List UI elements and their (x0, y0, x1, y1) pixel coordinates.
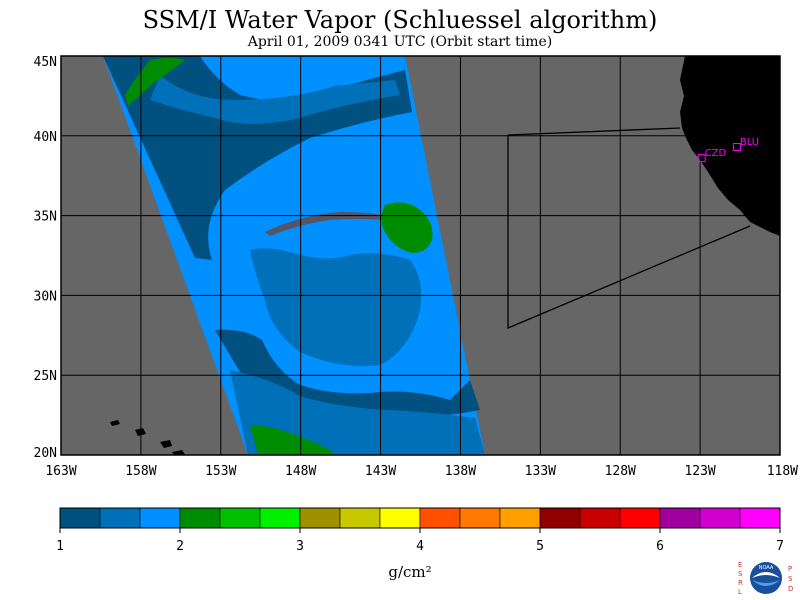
lon-label: 133W (525, 464, 556, 479)
station-label: BLU (740, 137, 759, 148)
boundary-line-north (507, 127, 681, 136)
lon-label: 118W (767, 464, 798, 479)
lon-label: 123W (684, 464, 715, 479)
longitude-labels: 163W 158W 153W 148W 143W 138W 133W 128W 123W 118W (45, 464, 798, 479)
lon-label: 128W (605, 464, 636, 479)
swath-band-south (230, 370, 485, 455)
lon-label: 138W (445, 464, 476, 479)
lon-label: 163W (45, 464, 76, 479)
lat-lon-grid (61, 56, 780, 455)
hawaiian-islands (110, 420, 186, 455)
logo-letter-s: S (738, 570, 743, 578)
noaa-emblem-bird (752, 572, 780, 578)
logo-letter-s2: S (788, 575, 793, 583)
station-marker (732, 142, 741, 151)
swath-mid-band (150, 75, 400, 124)
lon-label: 153W (205, 464, 236, 479)
station-czd: CZD (697, 148, 727, 163)
lat-label: 40N (34, 130, 57, 145)
moist-patch-north (125, 58, 185, 106)
station-blu: BLU (732, 137, 759, 151)
lat-label: 45N (34, 55, 57, 70)
logo-letter-p: P (788, 565, 792, 573)
lon-label: 158W (125, 464, 156, 479)
noaa-emblem (750, 562, 782, 594)
psd-letters: P S D (788, 565, 793, 593)
noaa-emblem-wave (752, 580, 780, 586)
lat-label: 25N (34, 369, 57, 384)
lat-label: 30N (34, 289, 57, 304)
map-frame (60, 55, 781, 456)
satellite-swath (103, 56, 485, 455)
station-markers: CZD BLU (697, 137, 759, 163)
logo-letter-l: L (738, 588, 742, 596)
colorbar-units: g/cm² (388, 563, 432, 581)
map-title: SSM/I Water Vapor (Schluessel algorithm) (142, 6, 658, 34)
logo-letter-d: D (788, 585, 793, 593)
station-marker (697, 154, 706, 163)
logo-letter-r: R (738, 579, 743, 587)
map-subtitle: April 01, 2009 0341 UTC (Orbit start tim… (247, 34, 553, 50)
boundary-line (507, 135, 751, 329)
swath-feature-35n (265, 212, 385, 236)
moist-patch-center (381, 202, 433, 253)
island-kauai (110, 420, 120, 426)
latitude-labels: 45N 40N 35N 30N 25N 20N (34, 55, 57, 461)
lat-label: 20N (34, 446, 57, 461)
noaa-esrl-psd-logo: E S R L P S D NOAA (738, 561, 793, 596)
island-hawaii (172, 450, 186, 455)
logo-letter-e: E (738, 561, 742, 569)
north-america-land (680, 56, 780, 236)
noaa-label: NOAA (759, 565, 774, 571)
lat-label: 35N (34, 210, 57, 225)
island-maui (160, 440, 172, 448)
lon-label: 143W (365, 464, 396, 479)
lon-label: 148W (285, 464, 316, 479)
esrl-letters: E S R L (738, 561, 743, 596)
moist-patch-south (250, 425, 335, 455)
swath-dark-region-center (250, 248, 422, 367)
station-label: CZD (705, 148, 727, 159)
